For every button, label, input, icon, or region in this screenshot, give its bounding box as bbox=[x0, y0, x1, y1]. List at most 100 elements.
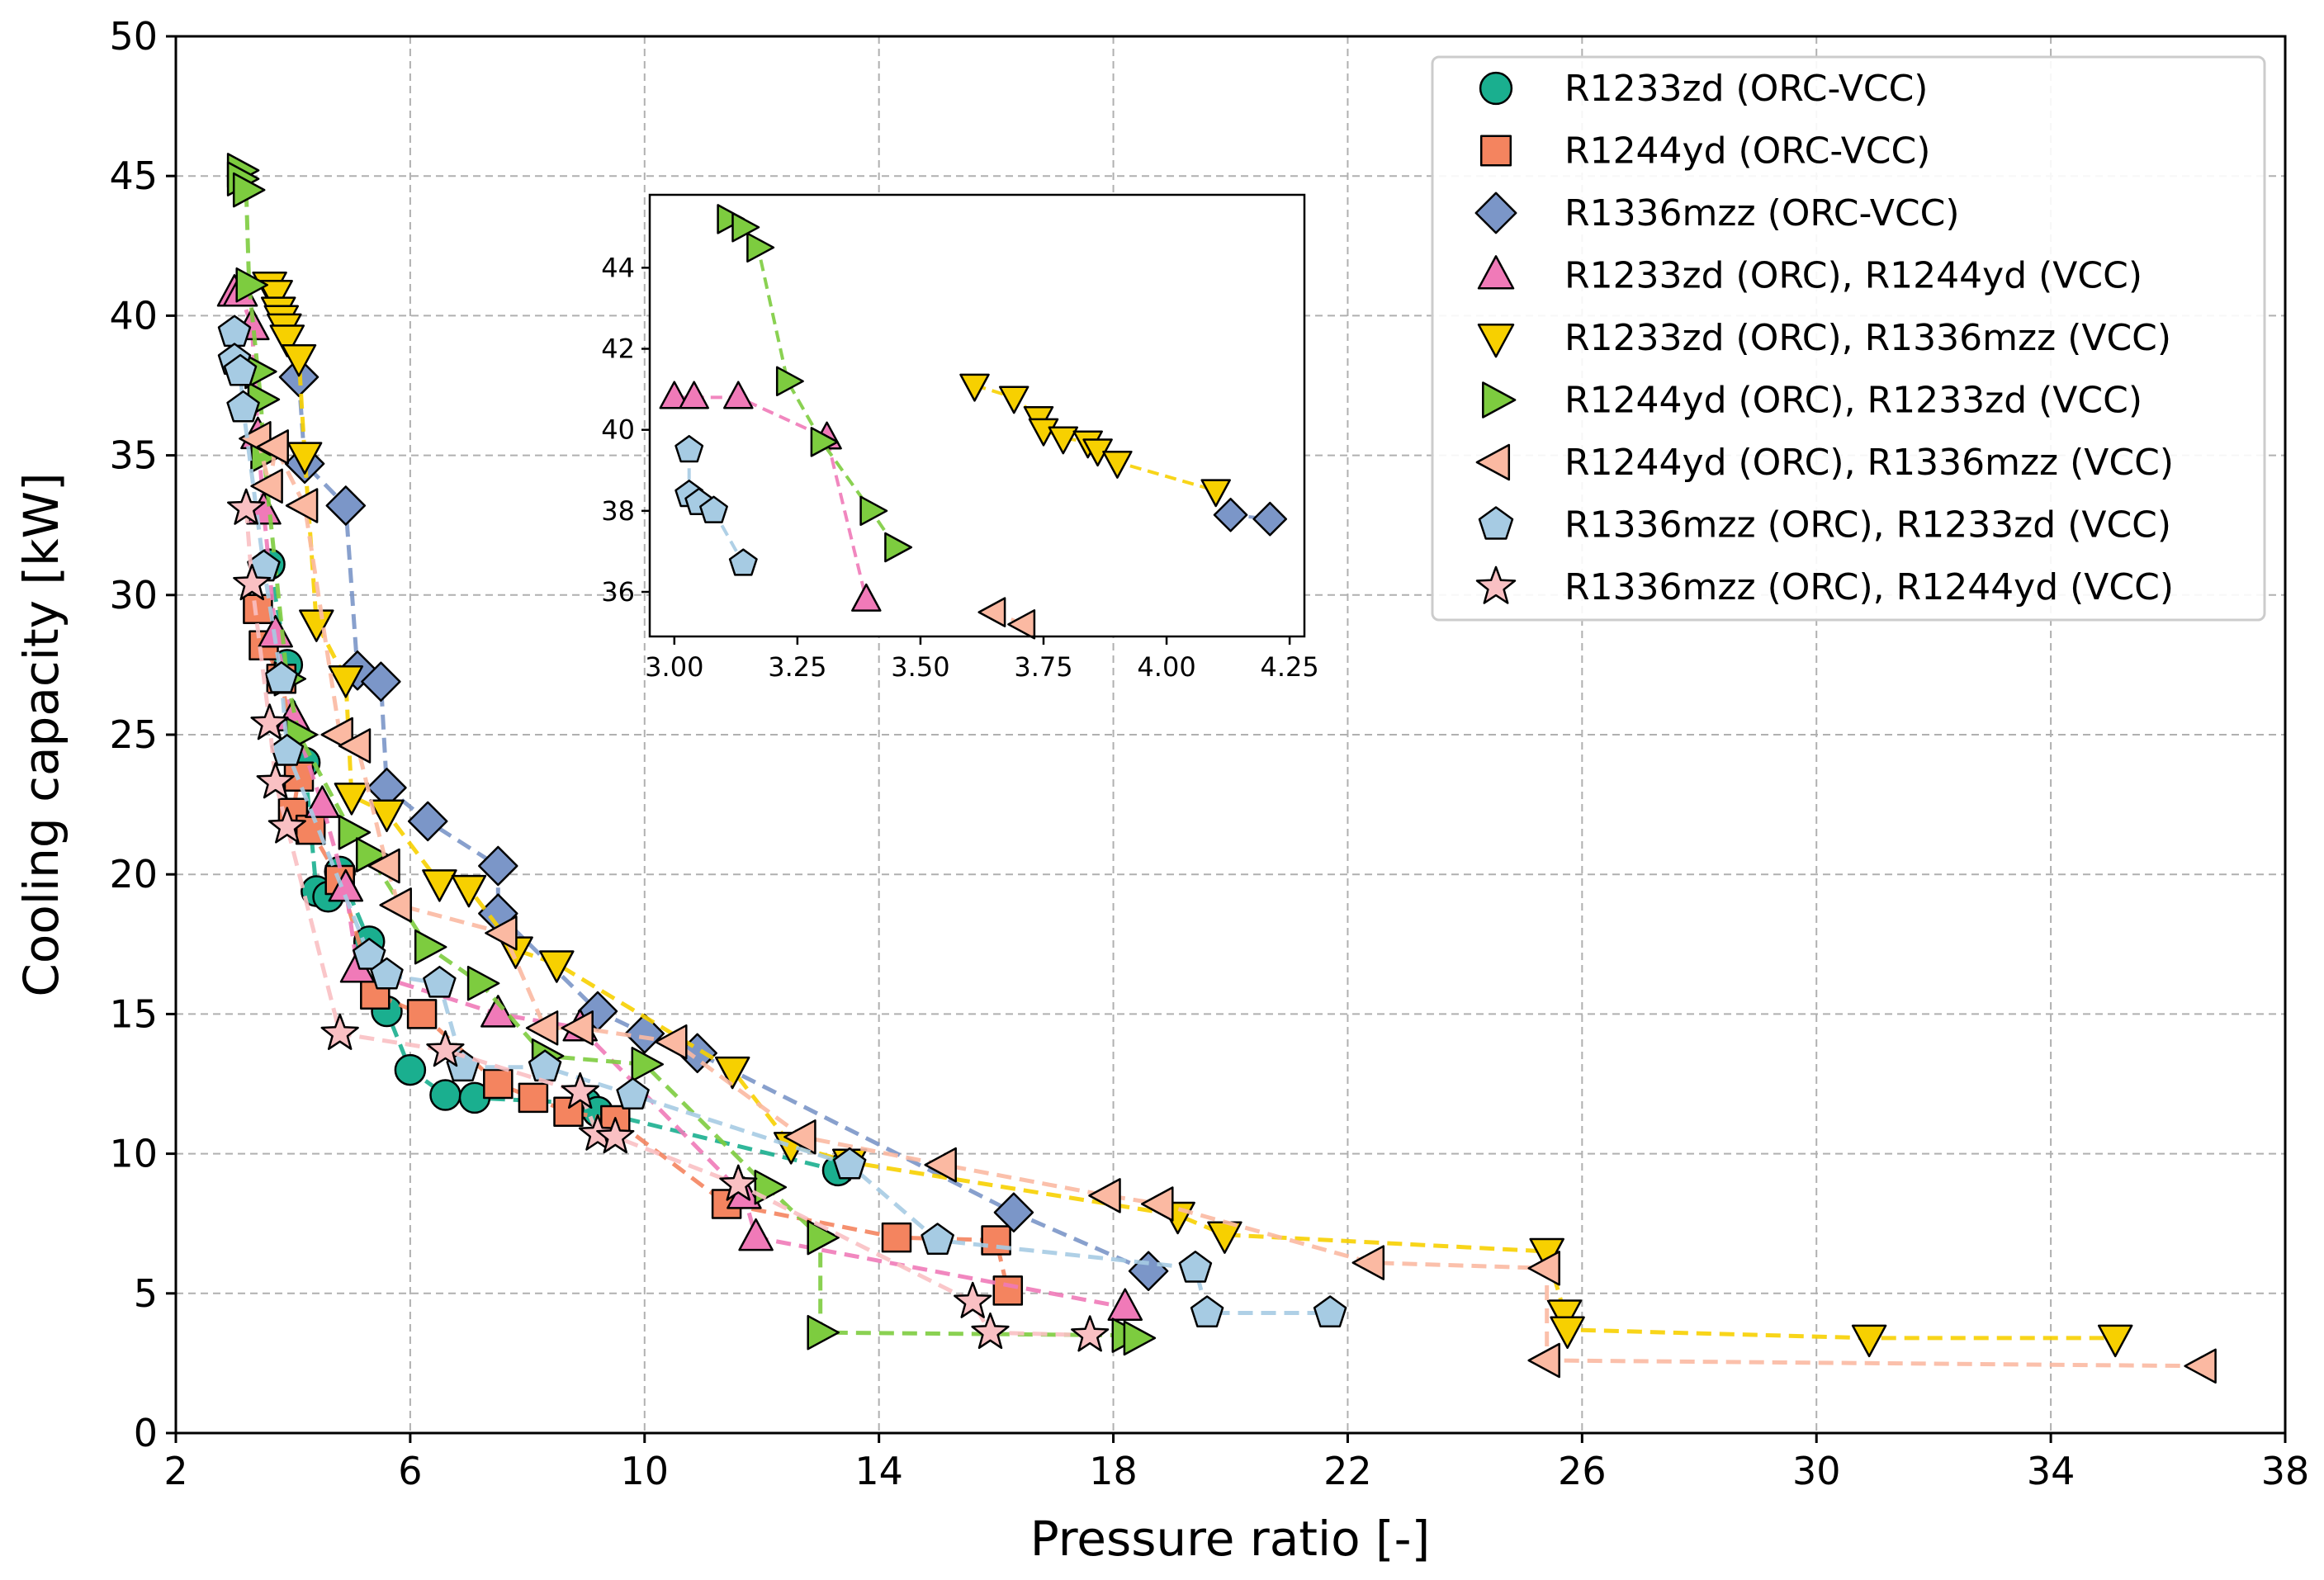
data-point bbox=[1071, 1315, 1110, 1352]
data-point bbox=[270, 734, 305, 766]
data-point bbox=[1178, 1251, 1213, 1283]
data-point bbox=[243, 594, 273, 624]
inset-data-point bbox=[1007, 609, 1036, 640]
data-point bbox=[754, 1169, 788, 1205]
inset-series-layer bbox=[659, 204, 1288, 640]
legend-label: R1336mzz (ORC), R1244yd (VCC) bbox=[1564, 566, 2174, 608]
legend-label: R1233zd (ORC), R1244yd (VCC) bbox=[1564, 255, 2142, 297]
data-point bbox=[334, 783, 370, 816]
inset-series-4 bbox=[717, 204, 913, 563]
legend-label: R1336mzz (ORC-VCC) bbox=[1564, 192, 1960, 234]
y-tick-label: 20 bbox=[109, 852, 158, 896]
inset-data-point bbox=[659, 381, 690, 409]
inset-y-tick-label: 38 bbox=[601, 495, 635, 527]
data-point bbox=[1190, 1295, 1224, 1327]
data-point bbox=[379, 887, 412, 923]
legend-entry: R1233zd (ORC), R1336mzz (VCC) bbox=[1477, 317, 2171, 359]
data-point bbox=[250, 468, 283, 504]
main-series-layer bbox=[216, 153, 2217, 1384]
data-point bbox=[539, 950, 575, 983]
data-point bbox=[223, 353, 258, 386]
y-tick-label: 40 bbox=[109, 293, 158, 338]
data-point bbox=[954, 1281, 992, 1318]
inset-x-tick-label: 3.50 bbox=[891, 651, 949, 683]
data-point bbox=[655, 1024, 688, 1060]
data-point bbox=[320, 1013, 359, 1050]
y-tick-label: 45 bbox=[109, 154, 158, 198]
data-point bbox=[483, 1068, 514, 1100]
inset-data-point bbox=[717, 204, 745, 234]
legend-label: R1336mzz (ORC), R1233zd (VCC) bbox=[1564, 504, 2171, 546]
data-point bbox=[921, 1223, 954, 1255]
data-point bbox=[367, 848, 400, 884]
data-point bbox=[478, 845, 518, 887]
legend-marker bbox=[1478, 506, 1514, 540]
data-point bbox=[250, 703, 289, 740]
data-point bbox=[631, 1047, 665, 1082]
inset-y-tick-label: 42 bbox=[601, 334, 635, 365]
data-point bbox=[407, 801, 448, 842]
data-point bbox=[256, 429, 289, 465]
inset-x-tick-label: 4.25 bbox=[1260, 651, 1318, 683]
series-7 bbox=[239, 421, 2217, 1384]
data-point bbox=[881, 1222, 912, 1253]
data-point bbox=[466, 965, 500, 1001]
inset-x-tick-label: 3.25 bbox=[768, 651, 826, 683]
inset-data-point bbox=[977, 597, 1006, 627]
data-point bbox=[233, 564, 272, 601]
y-tick-label: 0 bbox=[134, 1411, 158, 1455]
inset-y-tick-label: 36 bbox=[601, 576, 635, 608]
inset-data-point bbox=[998, 386, 1029, 414]
legend-box bbox=[1431, 55, 2266, 622]
main-x-axis-ticks: 2 6 10 14 18 22 26 30 34 38 bbox=[163, 1433, 2309, 1493]
data-point bbox=[286, 442, 323, 475]
inset-data-point bbox=[1048, 426, 1079, 455]
data-point bbox=[1088, 1178, 1121, 1213]
y-tick-label: 5 bbox=[134, 1271, 158, 1316]
series-line bbox=[255, 438, 2203, 1369]
inset-data-point bbox=[728, 548, 758, 576]
data-point bbox=[232, 172, 266, 208]
data-point bbox=[1527, 1342, 1560, 1379]
inset-x-tick-label: 3.75 bbox=[1014, 651, 1072, 683]
x-tick-label: 14 bbox=[854, 1449, 903, 1493]
y-tick-label: 50 bbox=[109, 14, 158, 59]
data-point bbox=[924, 1147, 957, 1183]
legend-entry: R1336mzz (ORC), R1233zd (VCC) bbox=[1478, 504, 2171, 546]
data-point bbox=[719, 1164, 758, 1201]
inset-series-3 bbox=[959, 373, 1231, 508]
legend-entries: R1233zd (ORC-VCC) R1244yd (ORC-VCC) R1336m… bbox=[1474, 68, 2174, 608]
data-point bbox=[338, 815, 372, 850]
data-point bbox=[485, 915, 518, 951]
y-tick-label: 25 bbox=[109, 712, 158, 757]
inset-series-6 bbox=[674, 434, 758, 576]
legend-entry: R1244yd (ORC-VCC) bbox=[1479, 130, 1930, 173]
data-point bbox=[525, 1010, 559, 1046]
data-point bbox=[1550, 1316, 1585, 1350]
data-point bbox=[1546, 1299, 1583, 1332]
legend-marker bbox=[1475, 443, 1511, 481]
inset-x-axis-ticks: 3.00 3.25 3.50 3.75 4.00 4.25 bbox=[645, 636, 1319, 683]
legend-label: R1233zd (ORC), R1336mzz (VCC) bbox=[1564, 317, 2171, 359]
legend-entry: R1233zd (ORC-VCC) bbox=[1479, 68, 1928, 110]
data-point bbox=[361, 661, 401, 702]
data-point bbox=[596, 1117, 635, 1154]
data-point bbox=[1123, 1320, 1157, 1356]
x-tick-label: 26 bbox=[1558, 1449, 1607, 1493]
data-point bbox=[369, 799, 405, 833]
data-point bbox=[338, 728, 372, 764]
x-tick-label: 2 bbox=[163, 1449, 187, 1493]
inset-series-5 bbox=[977, 597, 1036, 640]
series-6 bbox=[226, 153, 1157, 1356]
data-point bbox=[1128, 1251, 1169, 1291]
data-point bbox=[1313, 1295, 1347, 1327]
inset-x-tick-label: 4.00 bbox=[1137, 651, 1195, 683]
data-point bbox=[451, 874, 487, 908]
inset-data-point bbox=[1252, 501, 1288, 537]
data-point bbox=[518, 1082, 549, 1114]
data-point bbox=[269, 324, 305, 357]
legend: R1233zd (ORC-VCC) R1244yd (ORC-VCC) R1336m… bbox=[1431, 55, 2266, 622]
x-tick-label: 38 bbox=[2261, 1449, 2310, 1493]
x-axis-title: Pressure ratio [-] bbox=[1030, 1511, 1430, 1567]
data-point bbox=[285, 488, 319, 523]
